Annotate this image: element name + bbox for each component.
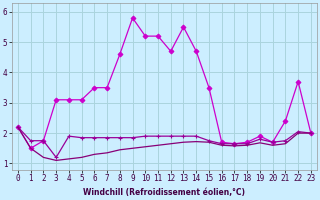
X-axis label: Windchill (Refroidissement éolien,°C): Windchill (Refroidissement éolien,°C) <box>84 188 245 197</box>
